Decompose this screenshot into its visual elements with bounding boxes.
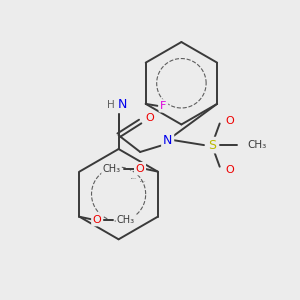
Text: CH₃: CH₃	[102, 164, 120, 174]
Text: O: O	[225, 165, 234, 175]
Text: CH₃: CH₃	[247, 140, 266, 150]
Text: H: H	[107, 100, 115, 110]
Text: O: O	[93, 215, 101, 225]
Text: methoxy: methoxy	[140, 181, 146, 182]
Text: F: F	[160, 101, 167, 111]
Text: CH₃: CH₃	[117, 215, 135, 225]
Text: O: O	[225, 116, 234, 126]
Text: methoxy: methoxy	[131, 178, 137, 179]
Text: O: O	[136, 164, 144, 174]
Text: O: O	[146, 112, 154, 123]
Text: S: S	[208, 139, 216, 152]
Text: N: N	[118, 98, 127, 111]
Text: N: N	[163, 134, 172, 147]
